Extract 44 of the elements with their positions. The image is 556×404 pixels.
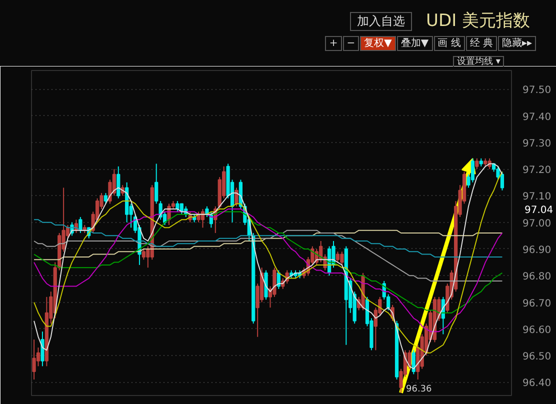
text: 经 典 <box>466 36 497 51</box>
text: 97.04 <box>524 205 554 216</box>
candlestick <box>116 166 120 199</box>
candlestick <box>176 200 180 212</box>
y-tick-label: 96.80 <box>522 272 552 283</box>
text: 隐藏▸▸ <box>498 36 536 51</box>
y-tick-label: 97.20 <box>522 165 552 176</box>
y-tick-label: 97.40 <box>522 112 552 123</box>
candlestick <box>142 248 146 260</box>
line-series <box>34 230 503 282</box>
candlestick <box>475 158 479 170</box>
chart-title: UDI 美元指数 <box>426 10 530 33</box>
line-series <box>34 230 503 260</box>
candlestick <box>272 267 276 298</box>
text: 叠加▼ <box>396 36 433 51</box>
text: 加入自选 <box>350 12 412 31</box>
candlestick <box>154 163 158 204</box>
candlestick <box>32 339 36 380</box>
candlestick <box>412 350 416 375</box>
y-tick-label: 97.10 <box>522 192 552 203</box>
y-tick-label: 96.60 <box>522 324 552 336</box>
candlestick <box>470 158 475 183</box>
text: − <box>342 36 360 51</box>
candlestick <box>234 187 238 207</box>
candlestick <box>264 270 268 300</box>
y-tick-label: 97.00 <box>522 218 552 230</box>
y-tick-label: 96.90 <box>522 244 552 256</box>
candlestick <box>500 171 504 191</box>
candlestick <box>104 192 108 204</box>
line-series <box>34 219 503 258</box>
text: 复权▼ <box>360 36 396 51</box>
y-tick-label: 96.50 <box>522 352 552 363</box>
text: + <box>325 36 342 51</box>
text: 设置均线 ▾ <box>453 56 504 68</box>
candlestick <box>340 251 344 266</box>
y-tick-label: 96.70 <box>522 298 552 310</box>
y-tick-label: 97.30 <box>522 138 552 150</box>
candlestick <box>40 331 44 367</box>
candlestick <box>336 251 340 263</box>
y-tick-label: 97.50 <box>522 85 552 96</box>
text: 画 线 <box>434 36 465 51</box>
candlestick <box>205 206 209 218</box>
y-tick-label: 96.40 <box>522 378 552 390</box>
annotation: 96.36 <box>406 384 432 394</box>
